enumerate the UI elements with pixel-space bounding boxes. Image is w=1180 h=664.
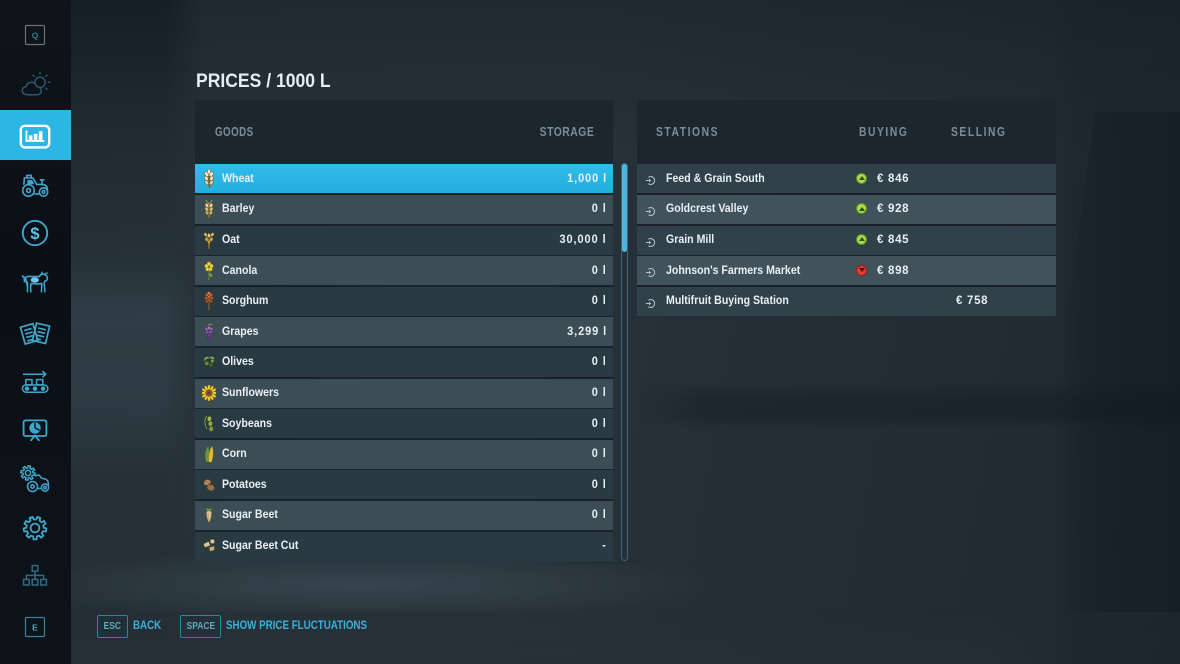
svg-text:Q: Q — [32, 31, 39, 41]
svg-text:E: E — [32, 623, 38, 633]
svg-text:$: $ — [30, 225, 39, 243]
